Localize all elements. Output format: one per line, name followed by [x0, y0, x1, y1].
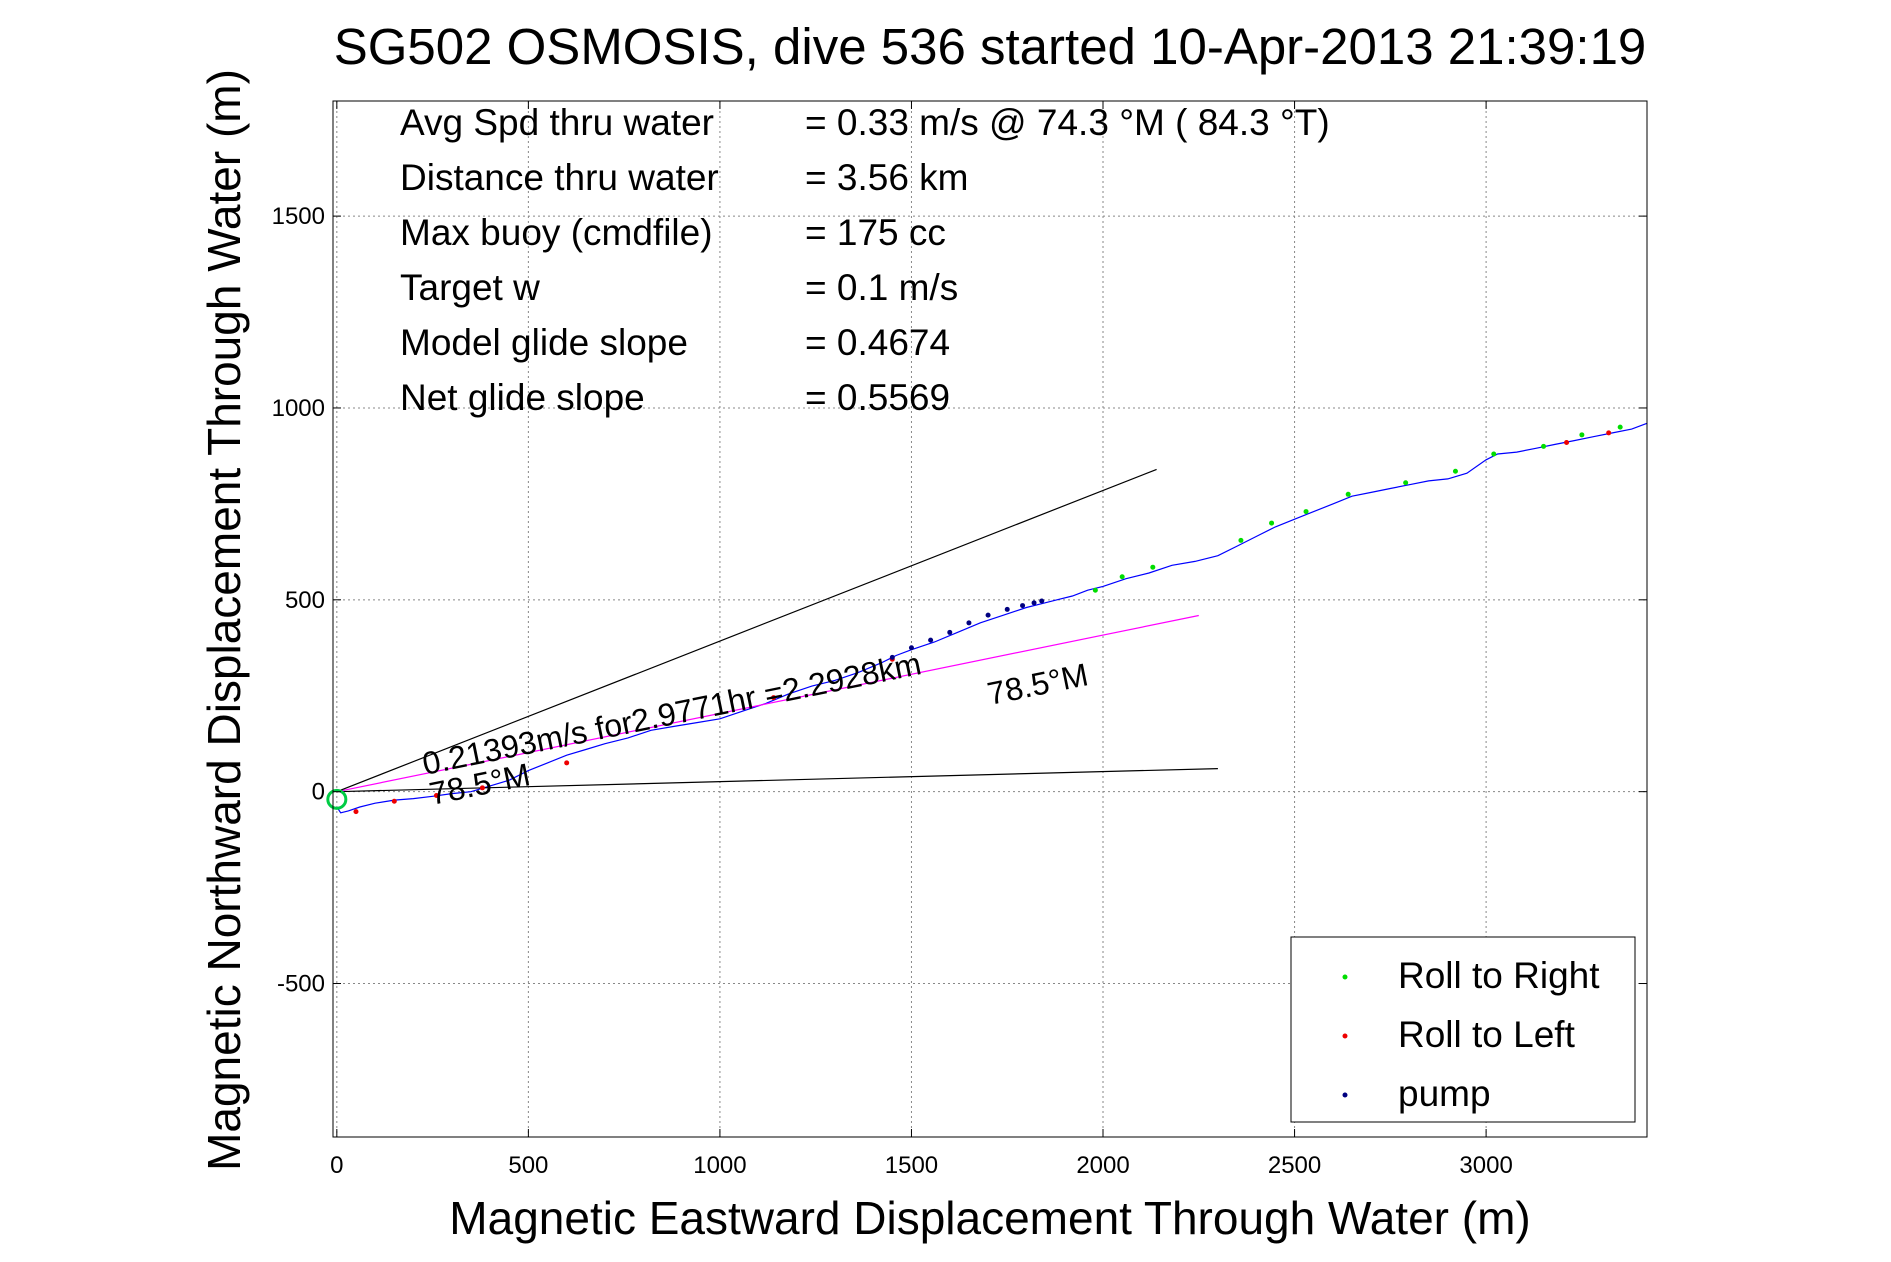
x-axis-label: Magnetic Eastward Displacement Through W…	[449, 1192, 1530, 1244]
y-tick-label: -500	[277, 971, 325, 998]
x-tick-label: 1500	[885, 1152, 938, 1179]
marker-roll-left	[564, 760, 570, 766]
marker-layer	[353, 424, 1623, 815]
marker-pump	[928, 637, 934, 643]
stat-label: Avg Spd thru water	[400, 102, 714, 143]
x-tick-label: 2500	[1268, 1152, 1321, 1179]
marker-roll-left	[391, 798, 397, 804]
tick-layer: 0 500 1000 1500 2000 2500 3000 -500 0 500 1000 1500	[272, 101, 1647, 1179]
stat-label: Max buoy (cmdfile)	[400, 212, 713, 253]
start-marker	[326, 788, 348, 810]
y-tick-label: 500	[285, 587, 325, 614]
y-tick-label: 1500	[272, 203, 325, 230]
marker-roll-right	[1403, 480, 1409, 486]
stats-block: Avg Spd thru water = 0.33 m/s @ 74.3 °M (…	[400, 102, 1330, 418]
stat-value: = 0.1 m/s	[805, 267, 958, 308]
stat-value: = 0.4674	[805, 322, 950, 363]
legend-label: Roll to Left	[1398, 1014, 1576, 1055]
marker-roll-right	[1579, 432, 1585, 438]
marker-roll-right	[1238, 537, 1244, 543]
marker-pump	[1020, 603, 1026, 609]
chart-title: SG502 OSMOSIS, dive 536 started 10-Apr-2…	[334, 18, 1647, 75]
stat-label: Net glide slope	[400, 377, 645, 418]
x-tick-label: 1000	[693, 1152, 746, 1179]
series-current-bearing	[336, 614, 1199, 793]
marker-roll-left	[433, 793, 439, 799]
series-layer	[326, 422, 1648, 814]
marker-pump	[947, 629, 953, 635]
stat-value: = 3.56 km	[805, 157, 969, 198]
series-track	[336, 422, 1648, 814]
stat-label: Target w	[400, 267, 540, 308]
legend-label: Roll to Right	[1398, 955, 1600, 996]
legend-label: pump	[1398, 1073, 1491, 1114]
marker-roll-right	[1491, 451, 1497, 457]
x-tick-label: 0	[330, 1152, 343, 1179]
x-tick-label: 500	[508, 1152, 548, 1179]
legend-marker	[1342, 1092, 1348, 1098]
series-cone-upper	[336, 468, 1157, 793]
legend: Roll to Right Roll to Left pump	[1290, 936, 1636, 1123]
marker-pump	[1031, 600, 1037, 606]
marker-roll-left	[353, 809, 359, 815]
x-tick-label: 3000	[1459, 1152, 1512, 1179]
marker-pump	[1039, 598, 1045, 604]
y-tick-label: 0	[312, 779, 325, 806]
marker-roll-right	[1119, 574, 1125, 580]
legend-marker	[1342, 1033, 1348, 1039]
stat-label: Model glide slope	[400, 322, 688, 363]
marker-pump	[889, 654, 895, 660]
marker-roll-left	[1606, 430, 1612, 436]
marker-roll-left	[479, 785, 485, 791]
marker-roll-left	[1564, 439, 1570, 445]
marker-roll-right	[1303, 509, 1309, 515]
marker-roll-right	[1541, 443, 1547, 449]
legend-marker	[1342, 974, 1348, 980]
marker-pump	[908, 645, 914, 651]
stat-value: = 175 cc	[805, 212, 946, 253]
marker-pump	[985, 612, 991, 618]
y-tick-label: 1000	[272, 395, 325, 422]
legend-box	[1290, 936, 1636, 1123]
y-axis-label: Magnetic Northward Displacement Through …	[198, 69, 250, 1171]
stat-value: = 0.33 m/s @ 74.3 °M ( 84.3 °T)	[805, 102, 1330, 143]
marker-pump	[1004, 606, 1010, 612]
marker-roll-right	[1345, 491, 1351, 497]
marker-roll-left	[771, 695, 777, 701]
plot-frame	[332, 100, 1648, 1138]
marker-roll-right	[1150, 564, 1156, 570]
marker-roll-right	[1617, 424, 1623, 430]
marker-roll-right	[1269, 520, 1275, 526]
x-tick-label: 2000	[1076, 1152, 1129, 1179]
marker-pump	[966, 620, 972, 626]
stat-label: Distance thru water	[400, 157, 719, 198]
marker-roll-right	[1452, 468, 1458, 474]
stat-value: = 0.5569	[805, 377, 950, 418]
marker-roll-right	[1092, 587, 1098, 593]
